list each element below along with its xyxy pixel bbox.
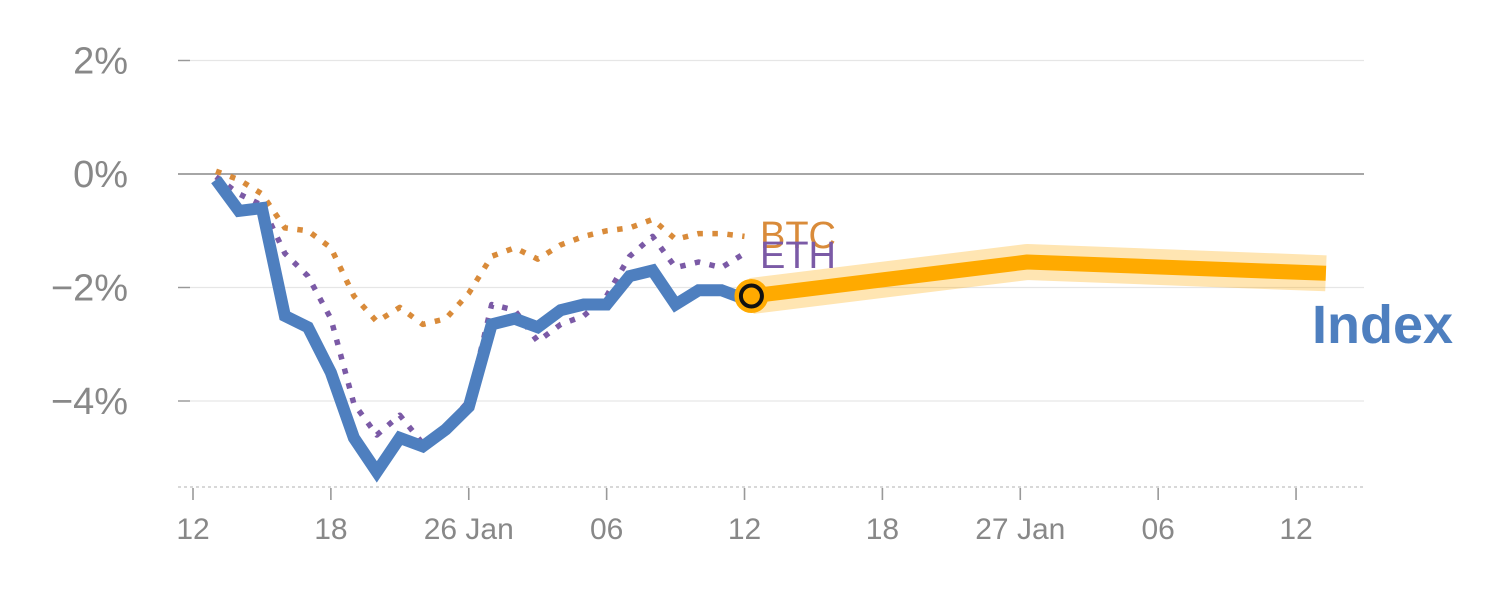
x-tick-label: 27 Jan (975, 513, 1065, 546)
current-value-marker (738, 283, 764, 309)
btc-series-line (215, 168, 745, 328)
x-tick-label: 12 (728, 513, 761, 546)
x-tick-label: 18 (314, 513, 347, 546)
y-tick-label: 0% (73, 154, 128, 196)
y-axis-ticks: 2% 0% −2% −4% (51, 41, 190, 423)
forecast-line (750, 254, 1327, 304)
eth-series-line (214, 174, 746, 447)
x-tick-label: 18 (866, 513, 899, 546)
series-lines (211, 168, 1327, 483)
y-tick-label: −4% (51, 381, 128, 423)
x-axis: 12 18 26 Jan 06 12 18 27 Jan 06 12 (176, 486, 1364, 546)
series-labels: BTC ETH Index (760, 215, 1453, 355)
y-tick-label: −2% (51, 268, 128, 310)
x-tick-label: 12 (1279, 513, 1312, 546)
x-tick-label: 12 (176, 513, 209, 546)
x-tick-label: 06 (1141, 513, 1174, 546)
x-tick-label: 26 Jan (424, 513, 514, 546)
index-series-label: Index (1312, 295, 1453, 355)
eth-series-label: ETH (760, 235, 836, 277)
y-tick-label: 2% (73, 41, 128, 83)
index-series-line (211, 176, 747, 483)
btc-series-label: BTC (760, 215, 836, 257)
x-tick-label: 06 (590, 513, 623, 546)
